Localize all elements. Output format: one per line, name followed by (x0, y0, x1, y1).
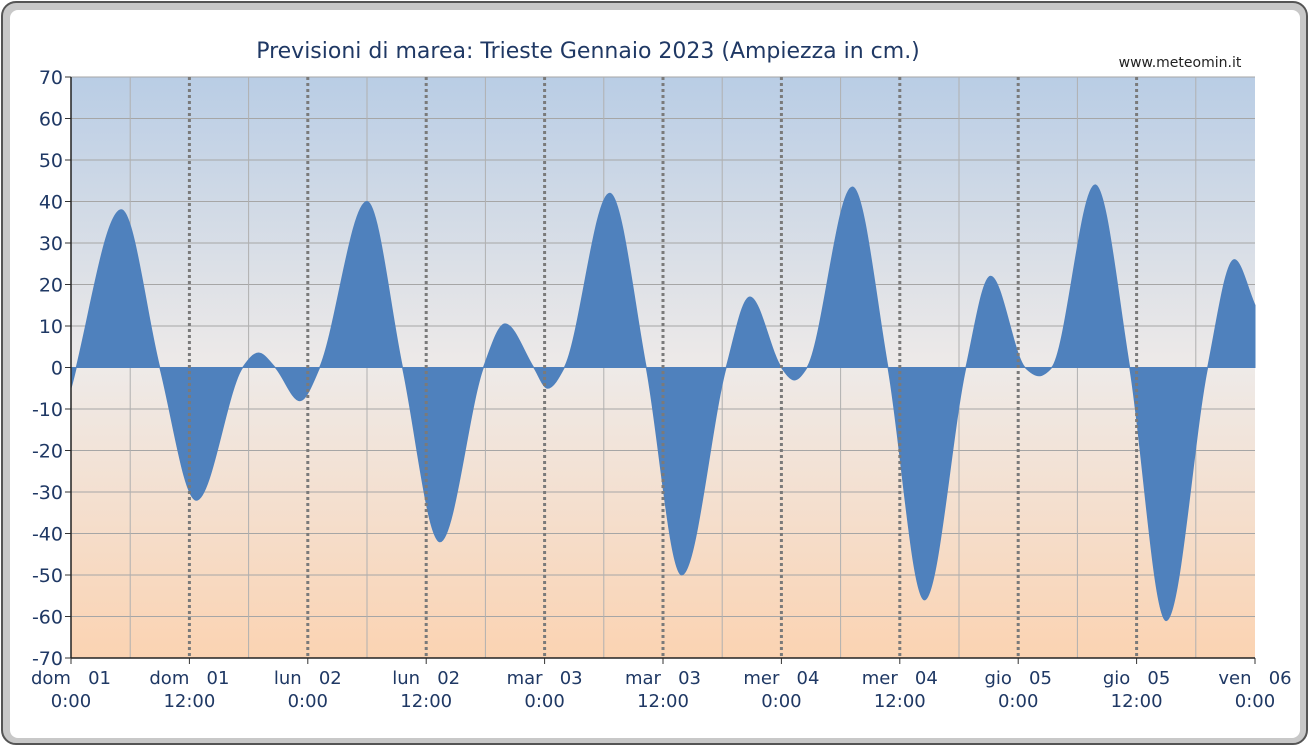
x-tick-label: gio 05 12:00 (1103, 668, 1171, 712)
y-tick-label: -40 (32, 524, 63, 546)
chart-title: Previsioni di marea: Trieste Gennaio 202… (256, 39, 920, 64)
y-tick-label: 70 (39, 67, 63, 89)
y-tick-label: 50 (39, 150, 63, 172)
y-tick-label: -70 (32, 648, 63, 670)
y-tick-label: 0 (51, 358, 63, 380)
source: www.meteomin.it (1119, 55, 1242, 71)
y-tick-label: -60 (32, 607, 63, 629)
y-tick-label: 60 (39, 109, 63, 131)
x-tick-label: dom 01 0:00 (31, 668, 111, 712)
x-tick-label: gio 05 0:00 (984, 668, 1052, 712)
x-tick-label: mer 04 0:00 (743, 668, 819, 712)
x-tick-label: dom 01 12:00 (149, 668, 229, 712)
x-tick-label: lun 02 12:00 (392, 668, 460, 712)
x-tick-label: ven 06 0:00 (1218, 668, 1291, 712)
y-tick-label: -10 (32, 399, 63, 421)
y-tick-label: -50 (32, 565, 63, 587)
x-tick-label: mar 03 0:00 (507, 668, 583, 712)
y-tick-label: 10 (39, 316, 63, 338)
y-tick-label: 20 (39, 275, 63, 297)
y-tick-label: 40 (39, 192, 63, 214)
y-tick-label: -20 (32, 441, 63, 463)
y-tick-label: 30 (39, 233, 63, 255)
x-tick-label: mer 04 12:00 (862, 668, 938, 712)
x-tick-label: mar 03 12:00 (625, 668, 701, 712)
x-tick-label: lun 02 0:00 (274, 668, 342, 712)
y-tick-label: -30 (32, 482, 63, 504)
